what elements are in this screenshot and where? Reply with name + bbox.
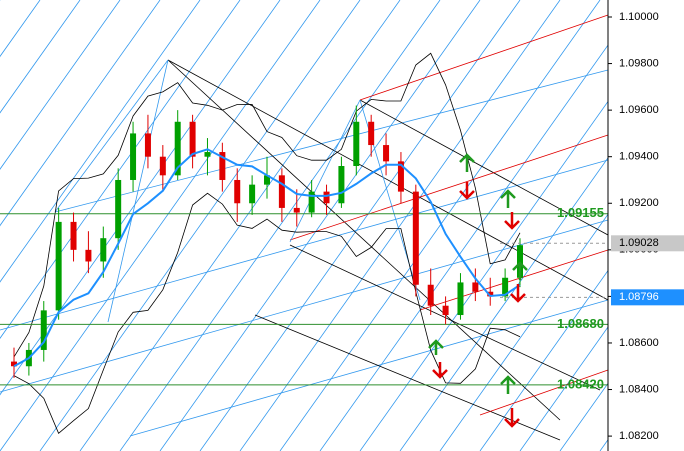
pitchfork-line [289,134,609,241]
candle-body [323,191,330,204]
price-box-label: 1.08796 [619,291,659,303]
y-tick-label: 1.09600 [619,104,659,116]
candle-body [174,121,181,176]
down-arrow [504,212,520,230]
bollinger-upper [13,52,521,358]
candle-body [442,305,449,316]
pitchfork-line [167,59,561,421]
down-arrow [432,362,448,379]
up-arrow [459,153,475,172]
candle-body [234,179,241,204]
fan-line [0,0,321,451]
pitchfork-line [254,314,561,441]
candle-body [397,161,404,192]
y-tick-label: 1.08600 [619,337,659,349]
y-tick-label: 1.10000 [619,11,659,23]
pitchfork-handle [289,99,361,243]
bollinger-lower [13,192,521,434]
y-tick-label: 1.08200 [619,430,659,442]
up-arrow [428,339,444,355]
candle-body [457,282,464,316]
pitchfork-line [359,14,609,101]
candle-body [130,133,137,180]
moving-average [13,148,521,368]
candle-body [40,310,47,350]
fan-line [0,0,161,227]
fan-line [39,0,361,451]
fan-line [199,0,521,451]
candle-body [264,175,270,185]
candle-body [487,291,494,297]
candle-body [502,277,509,297]
candle-body [427,284,434,306]
up-arrow [500,375,516,394]
pitchfork-line [289,244,601,391]
candle-body [293,207,300,213]
level-label: 1.09155 [557,205,604,220]
fan-line [239,0,561,451]
pitchfork-handle [107,59,169,323]
price-box [611,235,684,252]
candle-body [368,121,375,146]
fan-line [0,0,201,283]
up-arrow [512,261,528,280]
signal-arrows [428,153,528,428]
channel-line [0,159,609,331]
pitchfork-line [359,99,609,236]
pitchfork-line [479,369,609,416]
y-tick-label: 1.09200 [619,197,659,209]
plot-background [0,0,608,451]
down-arrow [510,284,526,303]
candle-body [11,361,17,367]
down-arrow [459,182,475,200]
fan-line [0,0,121,170]
up-arrow [500,189,516,208]
y-tick-label: 1.09400 [619,151,659,163]
price-box [611,289,684,306]
candle-body [353,121,360,167]
candle-body [144,133,151,157]
candle-body [115,179,122,239]
candle-body [85,249,92,262]
axis-panel [608,0,684,451]
candle-body [204,152,211,157]
candle-body [249,184,256,204]
level-label: 1.08420 [557,376,604,391]
y-tick-label: 1.08400 [619,383,659,395]
fan-line [119,0,441,451]
candle-body [383,145,390,162]
level-label: 1.08680 [557,316,604,331]
candle-body [219,152,226,180]
pitchfork-line [167,59,609,301]
channel-line [54,69,609,213]
pitchfork-line [419,249,609,311]
candle-body [278,175,285,208]
channel-line [0,219,609,393]
fan-line [0,0,241,339]
candle-body [70,221,77,250]
fan-line [439,106,684,451]
pitchfork-handle [54,59,169,213]
fan-line [0,0,81,114]
candles: 1.09155 1.08680 1.08420 [0,105,608,391]
candle-body [412,191,419,285]
candle-body [338,166,345,204]
y-tick-label: 1.09800 [619,57,659,69]
candle-body [472,282,479,292]
candle-body [308,191,315,213]
fan-line [279,0,601,451]
price-box-label: 1.09028 [619,237,659,249]
channel-line [129,299,609,437]
price-axis: 1.082001.084001.086001.088001.090001.092… [607,0,684,451]
candle-body [100,238,107,262]
down-arrow [504,408,520,428]
candle-body [189,121,196,157]
candle-body [159,156,166,176]
candle-body [55,221,62,311]
fan-line [159,0,481,451]
